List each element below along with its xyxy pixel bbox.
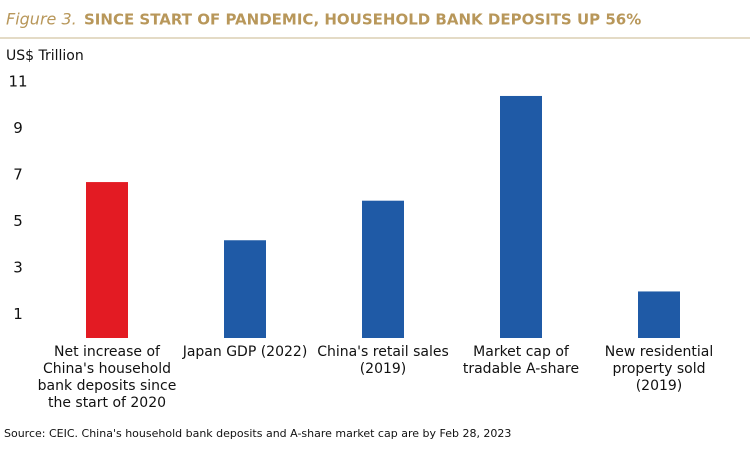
x-tick-label: China's retail sales (2019)	[317, 344, 449, 377]
y-tick-label: 1	[13, 305, 23, 323]
y-tick-label: 11	[8, 73, 27, 91]
y-tick-label: 3	[13, 259, 23, 277]
figure-label: Figure 3.	[6, 10, 77, 29]
y-tick-label: 7	[13, 166, 23, 184]
x-tick-label: Net increase of China's household bank d…	[37, 344, 177, 411]
bar	[224, 240, 266, 338]
chart-title: SINCE START OF PANDEMIC, HOUSEHOLD BANK …	[84, 11, 641, 29]
bar	[638, 291, 680, 338]
x-tick-label: Japan GDP (2022)	[182, 344, 308, 360]
y-axis-label: US$ Trillion	[6, 48, 84, 64]
y-tick-label: 5	[13, 212, 23, 230]
y-tick-label: 9	[13, 119, 23, 137]
source-note: Source: CEIC. China's household bank dep…	[4, 427, 511, 440]
x-tick-label: New residential property sold (2019)	[604, 344, 714, 394]
x-tick-label: Market cap of tradable A-share	[462, 344, 580, 377]
bar	[362, 200, 404, 338]
bar	[500, 95, 542, 338]
bar	[86, 182, 128, 338]
